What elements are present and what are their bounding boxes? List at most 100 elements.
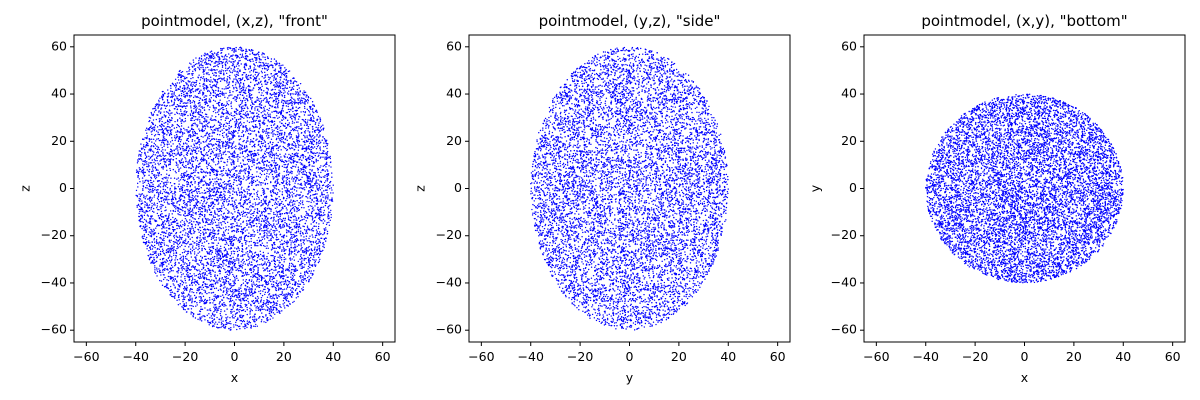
scatter-point <box>170 276 171 277</box>
scatter-point <box>181 81 182 82</box>
scatter-point <box>180 198 181 199</box>
scatter-point <box>311 149 312 150</box>
scatter-point <box>255 202 256 203</box>
scatter-point <box>298 173 299 174</box>
scatter-point <box>289 253 290 254</box>
scatter-point <box>326 185 327 186</box>
scatter-point <box>228 226 229 227</box>
scatter-point <box>249 263 250 264</box>
scatter-point <box>318 257 319 258</box>
scatter-point <box>145 198 146 199</box>
scatter-point <box>203 89 204 90</box>
scatter-point <box>270 81 271 82</box>
scatter-point <box>272 317 273 318</box>
scatter-point <box>307 225 308 226</box>
scatter-point <box>230 68 231 69</box>
scatter-point <box>321 129 322 130</box>
scatter-point <box>141 203 142 204</box>
scatter-point <box>218 146 219 147</box>
scatter-point <box>212 314 213 315</box>
scatter-point <box>321 188 322 189</box>
scatter-point <box>278 252 279 253</box>
scatter-point <box>220 95 221 96</box>
scatter-point <box>245 164 246 165</box>
scatter-point <box>278 100 279 101</box>
scatter-point <box>227 76 228 77</box>
scatter-point <box>240 144 241 145</box>
scatter-point <box>329 188 330 189</box>
scatter-point <box>273 312 274 313</box>
scatter-point <box>231 251 232 252</box>
scatter-point <box>250 202 251 203</box>
scatter-point <box>266 173 267 174</box>
scatter-point <box>151 207 152 208</box>
scatter-point <box>218 321 219 322</box>
scatter-point <box>285 148 286 149</box>
scatter-point <box>201 63 202 64</box>
scatter-point <box>316 229 317 230</box>
scatter-point <box>292 87 293 88</box>
scatter-point <box>255 124 256 125</box>
scatter-point <box>145 239 146 240</box>
scatter-point <box>264 238 265 239</box>
scatter-point <box>232 285 233 286</box>
scatter-point <box>203 198 204 199</box>
scatter-point <box>315 175 316 176</box>
scatter-point <box>186 266 187 267</box>
scatter-point <box>236 176 237 177</box>
scatter-point <box>149 141 150 142</box>
scatter-point <box>241 171 242 172</box>
scatter-point <box>145 196 146 197</box>
scatter-point <box>157 126 158 127</box>
scatter-point <box>283 146 284 147</box>
scatter-point <box>210 79 211 80</box>
scatter-point <box>138 171 139 172</box>
scatter-point <box>283 92 284 93</box>
scatter-point <box>278 216 279 217</box>
scatter-point <box>276 224 277 225</box>
scatter-point <box>222 235 223 236</box>
scatter-point <box>208 309 209 310</box>
scatter-point <box>302 98 303 99</box>
scatter-point <box>247 264 248 265</box>
scatter-point <box>259 259 260 260</box>
scatter-point <box>218 161 219 162</box>
scatter-point <box>313 175 314 176</box>
scatter-point <box>273 133 274 134</box>
scatter-point <box>233 188 234 189</box>
scatter-point <box>226 122 227 123</box>
scatter-point <box>221 326 222 327</box>
scatter-point <box>250 98 251 99</box>
scatter-point <box>319 219 320 220</box>
scatter-point <box>190 105 191 106</box>
scatter-point <box>156 146 157 147</box>
scatter-point <box>158 152 159 153</box>
scatter-point <box>225 305 226 306</box>
scatter-point <box>196 63 197 64</box>
scatter-point <box>215 92 216 93</box>
scatter-point <box>262 115 263 116</box>
scatter-point <box>221 124 222 125</box>
scatter-point <box>165 127 166 128</box>
scatter-point <box>248 129 249 130</box>
scatter-point <box>276 235 277 236</box>
scatter-point <box>309 155 310 156</box>
scatter-point <box>298 250 299 251</box>
scatter-point <box>179 160 180 161</box>
scatter-point <box>274 145 275 146</box>
scatter-point <box>321 177 322 178</box>
scatter-point <box>287 140 288 141</box>
scatter-point <box>283 118 284 119</box>
scatter-point <box>222 240 223 241</box>
scatter-point <box>282 227 283 228</box>
scatter-point <box>283 74 284 75</box>
scatter-point <box>161 213 162 214</box>
scatter-point <box>239 250 240 251</box>
scatter-point <box>162 271 163 272</box>
scatter-point <box>203 301 204 302</box>
scatter-point <box>162 91 163 92</box>
scatter-point <box>250 67 251 68</box>
scatter-point <box>143 222 144 223</box>
scatter-point <box>292 116 293 117</box>
scatter-point <box>320 195 321 196</box>
